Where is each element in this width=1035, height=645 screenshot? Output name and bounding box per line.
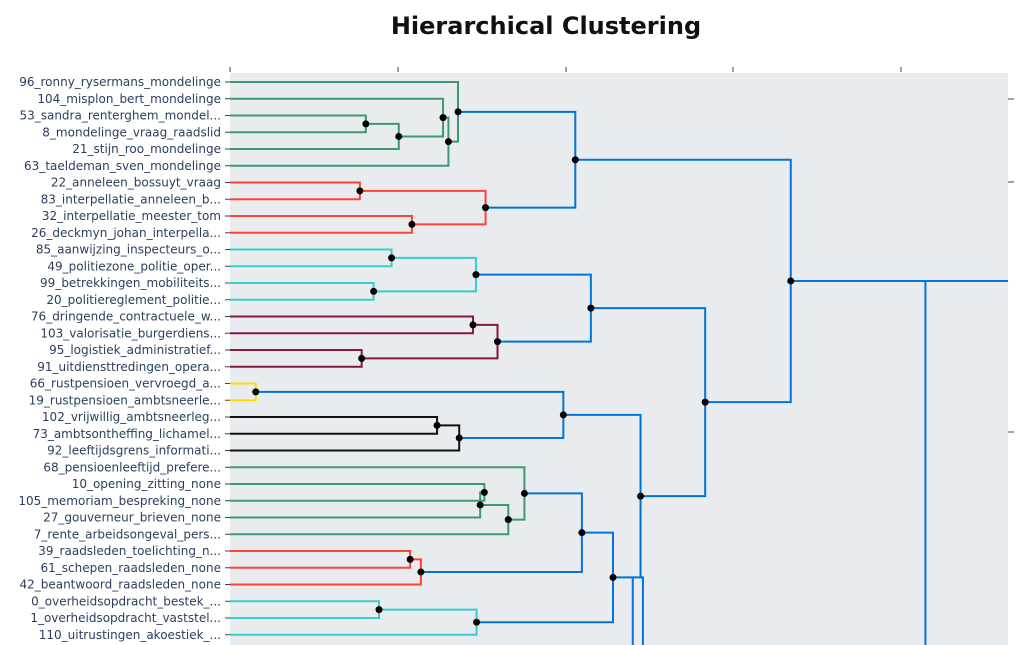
leaf-label: 83_interpellatie_anneleen_b...: [41, 192, 221, 206]
merge-node: [701, 398, 709, 406]
merge-node: [395, 132, 403, 140]
merge-node: [480, 488, 488, 496]
dendrogram-link: [790, 279, 927, 645]
leaf-label: 42_beantwoord_raadsleden_none: [19, 578, 221, 592]
leaf-label: 68_pensioenleeftijd_prefere...: [43, 460, 221, 474]
leaf-label: 95_logistiek_administratief...: [49, 343, 221, 357]
leaf-label: 102_vrijwillig_ambtsneerleg...: [42, 410, 221, 424]
merge-node: [469, 321, 477, 329]
merge-node: [455, 434, 463, 442]
leaf-label: 0_overheidsopdracht_bestek_...: [31, 594, 221, 608]
merge-node: [482, 204, 490, 212]
merge-node: [559, 411, 567, 419]
merge-node: [587, 304, 595, 312]
leaf-label: 99_betrekkingen_mobiliteits...: [40, 276, 221, 290]
merge-node: [787, 277, 795, 285]
leaf-label: 8_mondelinge_vraag_raadslid: [42, 125, 221, 139]
leaf-label: 1_overheidsopdracht_vaststel...: [30, 611, 221, 625]
leaf-label: 92_leeftijdsgrens_informati...: [47, 444, 221, 458]
leaf-label: 53_sandra_renterghem_mondel...: [19, 109, 221, 123]
leaf-label: 22_anneleen_bossuyt_vraag: [51, 176, 221, 190]
merge-node: [362, 120, 370, 128]
merge-node: [439, 114, 447, 122]
merge-node: [578, 529, 586, 537]
top-axis-ticks: [229, 67, 902, 72]
leaf-label: 27_gouverneur_brieven_none: [43, 511, 221, 525]
merge-node: [356, 187, 364, 195]
leaf-label: 110_uitrustingen_akoestiek_...: [39, 628, 221, 642]
merge-node: [609, 573, 617, 581]
leaf-label: 105_memoriam_bespreking_none: [18, 494, 221, 508]
merge-node: [476, 501, 484, 509]
merge-node: [571, 156, 579, 164]
merge-node: [252, 388, 260, 396]
merge-node: [406, 555, 414, 563]
leaf-label: 73_ambtsontheffing_lichamel...: [33, 427, 221, 441]
leaf-label: 85_aanwijzing_inspecteurs_o...: [36, 243, 221, 257]
leaf-axis-ticks: [225, 81, 230, 636]
right-axis-ticks: [1008, 98, 1014, 433]
leaf-label: 96_ronny_rysermans_mondelinge: [19, 75, 221, 89]
leaf-label: 26_deckmyn_johan_interpella...: [31, 226, 221, 240]
leaf-label: 20_politiereglement_politie...: [46, 293, 221, 307]
leaf-label: 91_uitdiensttredingen_opera...: [37, 360, 221, 374]
merge-node: [370, 287, 378, 295]
leaf-label: 103_valorisatie_burgerdiens...: [40, 326, 221, 340]
merge-node: [520, 489, 528, 497]
merge-node: [494, 338, 502, 346]
merge-node: [388, 254, 396, 262]
merge-node: [444, 138, 452, 146]
merge-node: [637, 492, 645, 500]
merge-node: [408, 220, 416, 228]
leaf-label: 66_rustpensioen_vervroegd_a...: [30, 377, 221, 391]
leaf-labels: 96_ronny_rysermans_mondelinge 104_misplon…: [18, 75, 221, 642]
leaf-label: 7_rente_arbeidsongeval_pers...: [34, 527, 221, 541]
leaf-label: 76_dringende_contractuele_w...: [31, 310, 221, 324]
leaf-label: 21_stijn_roo_mondelinge: [72, 142, 221, 156]
merge-node: [375, 606, 383, 614]
merge-nodes: [252, 108, 795, 626]
chart-title: Hierarchical Clustering: [390, 12, 702, 40]
leaf-label: 39_raadsleden_toelichting_n...: [38, 544, 221, 558]
merge-node: [433, 421, 441, 429]
leaf-label: 19_rustpensioen_ambtsneerle...: [29, 393, 221, 407]
merge-node: [358, 354, 366, 362]
leaf-label: 104_misplon_bert_mondelinge: [37, 92, 221, 106]
merge-node: [473, 618, 481, 626]
merge-node: [417, 568, 425, 576]
merge-node: [472, 271, 480, 279]
merge-node: [454, 108, 462, 116]
leaf-label: 32_interpellatie_meester_tom: [42, 209, 221, 223]
merge-node: [504, 516, 512, 524]
leaf-label: 10_opening_zitting_none: [72, 477, 221, 491]
leaf-label: 49_politiezone_politie_oper...: [47, 259, 221, 273]
leaf-label: 63_taeldeman_sven_mondelinge: [24, 159, 221, 173]
leaf-label: 61_schepen_raadsleden_none: [41, 561, 221, 575]
